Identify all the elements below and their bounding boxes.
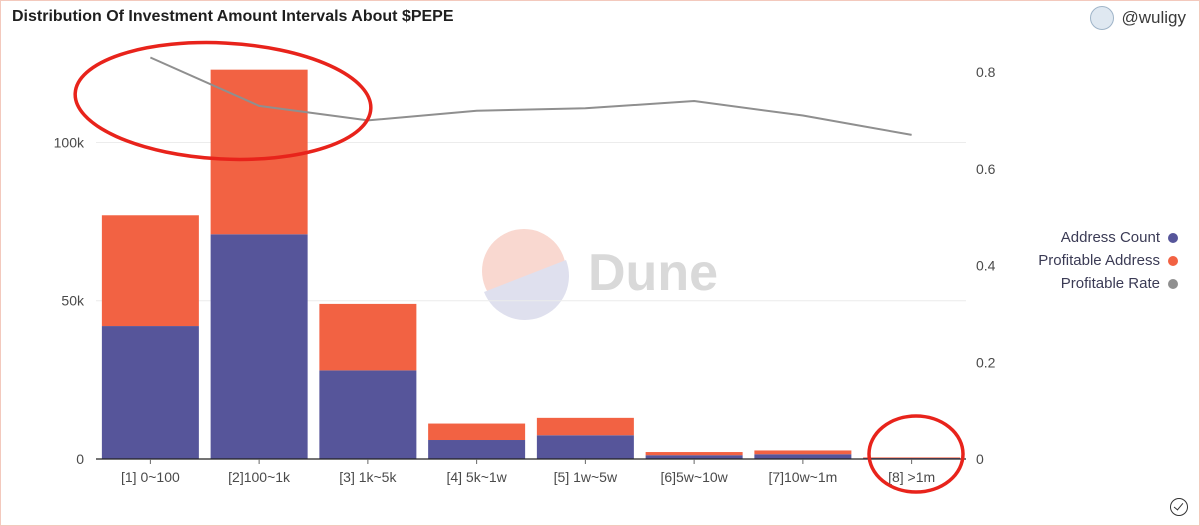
bar-profitable-address [210,69,308,235]
bar-profitable-address [645,452,743,456]
legend-item-profitable-address[interactable]: Profitable Address [1026,249,1178,272]
bar-profitable-address [428,423,526,441]
user-avatar-icon [1089,6,1114,30]
chart-title: Distribution Of Investment Amount Interv… [12,8,454,25]
bar-address-count [536,435,634,459]
bar-address-count [319,370,417,459]
x-tick-label: [5] 1w~5w [554,469,618,485]
legend: Address Count Profitable Address Profita… [1026,226,1178,295]
x-tick-label: [6]5w~10w [660,469,728,485]
dune-logo-lower-icon [484,260,569,320]
profitable-rate-line [149,56,912,136]
y-right-tick-label: 0.4 [976,258,996,274]
highlight-circle-left [73,40,373,162]
bar-profitable-address [319,303,417,371]
bar-profitable-address [536,417,634,436]
y-right-tick-label: 0.2 [976,354,996,370]
legend-label: Profitable Address [1038,252,1160,269]
y-right-tick-label: 0.6 [976,161,996,177]
bar-address-count [101,326,199,459]
bar-profitable-address [101,215,199,327]
x-tick-label: [8] >1m [888,469,935,485]
bar-address-count [754,454,852,459]
legend-item-address-count[interactable]: Address Count [1026,226,1178,249]
legend-label: Address Count [1060,229,1160,246]
bar-address-count [210,234,308,459]
bar-address-count [645,455,743,459]
legend-dot-icon [1168,255,1178,266]
bars [101,69,961,459]
x-tick-label: [4] 5k~1w [446,469,507,485]
author-badge[interactable]: @wuligy [1089,6,1187,30]
x-tick-label: [3] 1k~5k [339,469,397,485]
x-tick-label: [2]100~1k [228,469,291,485]
y-left-tick-label: 100k [54,134,85,150]
y-left-tick-label: 50k [61,293,85,309]
author-handle: @wuligy [1121,8,1187,27]
legend-item-profitable-rate[interactable]: Profitable Rate [1026,272,1178,295]
x-tick-label: [7]10w~1m [768,469,837,485]
legend-dot-icon [1168,278,1178,289]
y-left-tick-label: 0 [76,451,84,467]
watermark-text: Dune [588,244,718,302]
bar-profitable-address [754,450,852,455]
legend-dot-icon [1168,232,1178,243]
annotations [73,40,965,494]
bar-address-count [428,440,526,459]
axes: [1] 0~100 [2]100~1k [3] 1k~5k [4] 5k~1w [5] … [54,64,996,485]
x-tick-label: [1] 0~100 [121,469,180,485]
rate-line [149,56,912,136]
dune-watermark: Dune [482,229,718,320]
bar-profitable-address [863,457,961,459]
y-right-tick-label: 0.8 [976,64,996,80]
check-circle-icon[interactable] [1170,498,1188,516]
y-right-tick-label: 0 [976,451,984,467]
highlight-circle-right [867,414,965,494]
legend-label: Profitable Rate [1060,275,1160,292]
